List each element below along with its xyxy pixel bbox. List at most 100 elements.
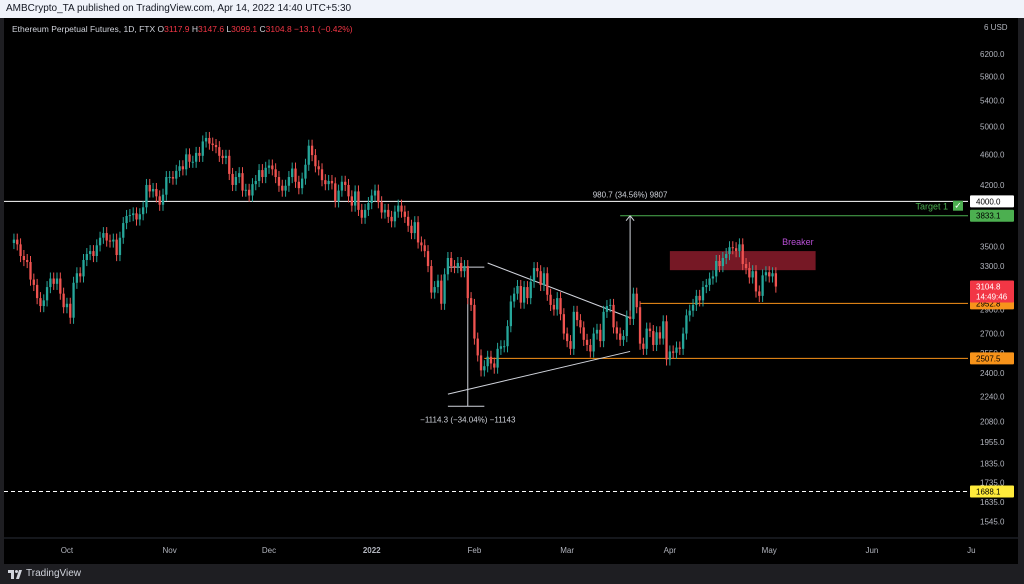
legend-high: 3147.6	[198, 24, 225, 34]
tradingview-logo-icon	[8, 570, 22, 579]
candle-body	[605, 306, 609, 312]
candle-body	[416, 222, 420, 243]
last-price-label: 3104.8	[976, 283, 1001, 292]
candle-body	[337, 190, 340, 202]
candle-body	[638, 307, 642, 344]
candle-body	[400, 205, 403, 212]
candle-body	[62, 293, 65, 308]
candle-body	[652, 331, 655, 345]
candle-body	[741, 244, 744, 265]
candle-body	[546, 273, 549, 295]
candle-body	[685, 315, 688, 334]
candle-body	[522, 287, 526, 303]
candle-body	[165, 177, 168, 195]
candle-body	[380, 202, 383, 213]
chart-area[interactable]: 6200.05800.05400.05000.04600.04200.03800…	[4, 18, 1018, 564]
level-3833-badge	[970, 209, 1014, 222]
candle-body	[552, 304, 556, 310]
candle-body	[440, 280, 443, 304]
candle-body	[138, 214, 141, 220]
candle-body	[764, 272, 768, 276]
candle-body	[350, 196, 353, 206]
candle-body	[542, 273, 546, 285]
candle-body	[645, 328, 648, 349]
candle-body	[277, 177, 281, 186]
candle-body	[397, 205, 400, 212]
candle-body	[483, 366, 486, 371]
candle-body	[360, 209, 363, 218]
candle-body	[496, 348, 499, 368]
x-tick-label: Ju	[967, 546, 975, 555]
candle-body	[748, 268, 751, 278]
y-tick-label: 1735.0	[980, 478, 1005, 487]
candle-body	[72, 282, 75, 318]
candle-body	[19, 244, 22, 257]
candle-body	[45, 287, 49, 301]
candle-body	[377, 190, 380, 203]
candle-body	[387, 209, 390, 217]
y-tick-label: 1955.0	[980, 438, 1005, 447]
candle-body	[566, 333, 569, 342]
candle-body	[466, 266, 469, 299]
candle-body	[668, 351, 672, 360]
candle-body	[261, 170, 264, 178]
candle-body	[453, 266, 456, 268]
candle-body	[224, 155, 228, 159]
candle-body	[579, 320, 582, 328]
candle-body	[118, 237, 122, 256]
candle-body	[171, 177, 175, 179]
candle-body	[367, 203, 370, 210]
y-tick-label: 2240.0	[980, 392, 1005, 401]
candle-body	[512, 293, 516, 302]
candle-body	[334, 183, 337, 202]
y-tick-label: 4600.0	[980, 150, 1005, 159]
candle-body	[185, 154, 188, 170]
candle-body	[519, 285, 522, 303]
price-chart[interactable]: 6200.05800.05400.05000.04600.04200.03800…	[4, 18, 1018, 564]
candle-body	[317, 166, 320, 170]
candle-body	[135, 213, 138, 220]
candle-body	[678, 347, 681, 349]
candle-body	[443, 274, 446, 304]
candle-body	[291, 168, 294, 178]
candle-body	[148, 184, 151, 192]
y-tick-label: 1545.0	[980, 517, 1005, 526]
candle-body	[105, 233, 108, 241]
candle-body	[52, 278, 55, 284]
candle-body	[254, 180, 257, 185]
candle-body	[211, 143, 214, 145]
candle-body	[29, 261, 32, 280]
candle-body	[503, 346, 506, 348]
level-4000-badge	[970, 195, 1014, 208]
currency-label: 6 USD	[984, 23, 1008, 32]
x-tick-label: Feb	[468, 546, 482, 555]
candle-body	[161, 194, 165, 205]
candle-body	[231, 173, 234, 185]
candle-body	[622, 336, 625, 340]
candle-body	[469, 298, 473, 305]
candle-body	[234, 177, 238, 185]
legend-change: −13.1 (−0.42%)	[294, 24, 353, 34]
footer-brand[interactable]: TradingView	[26, 568, 82, 579]
candle-body	[658, 332, 662, 339]
y-tick-label: 2080.0	[980, 417, 1005, 426]
candle-body	[26, 259, 29, 262]
level-2952-badge-label: 2952.8	[976, 299, 1001, 308]
y-tick-label: 3300.0	[980, 262, 1005, 271]
candle-body	[403, 211, 406, 217]
candle-body	[705, 284, 708, 288]
candle-body	[198, 152, 201, 156]
triangle-lower-line	[447, 350, 631, 395]
y-tick-label: 4200.0	[980, 181, 1005, 190]
candle-body	[257, 170, 261, 181]
candle-body	[420, 242, 423, 246]
candle-body	[88, 251, 92, 255]
candle-body	[599, 329, 602, 342]
candle-body	[108, 240, 112, 242]
legend-close-label: C	[259, 24, 266, 34]
candle-body	[194, 152, 198, 162]
candle-body	[539, 271, 542, 285]
candle-body	[628, 316, 632, 319]
target-label: Target 1	[915, 202, 948, 212]
candle-body	[49, 278, 52, 288]
